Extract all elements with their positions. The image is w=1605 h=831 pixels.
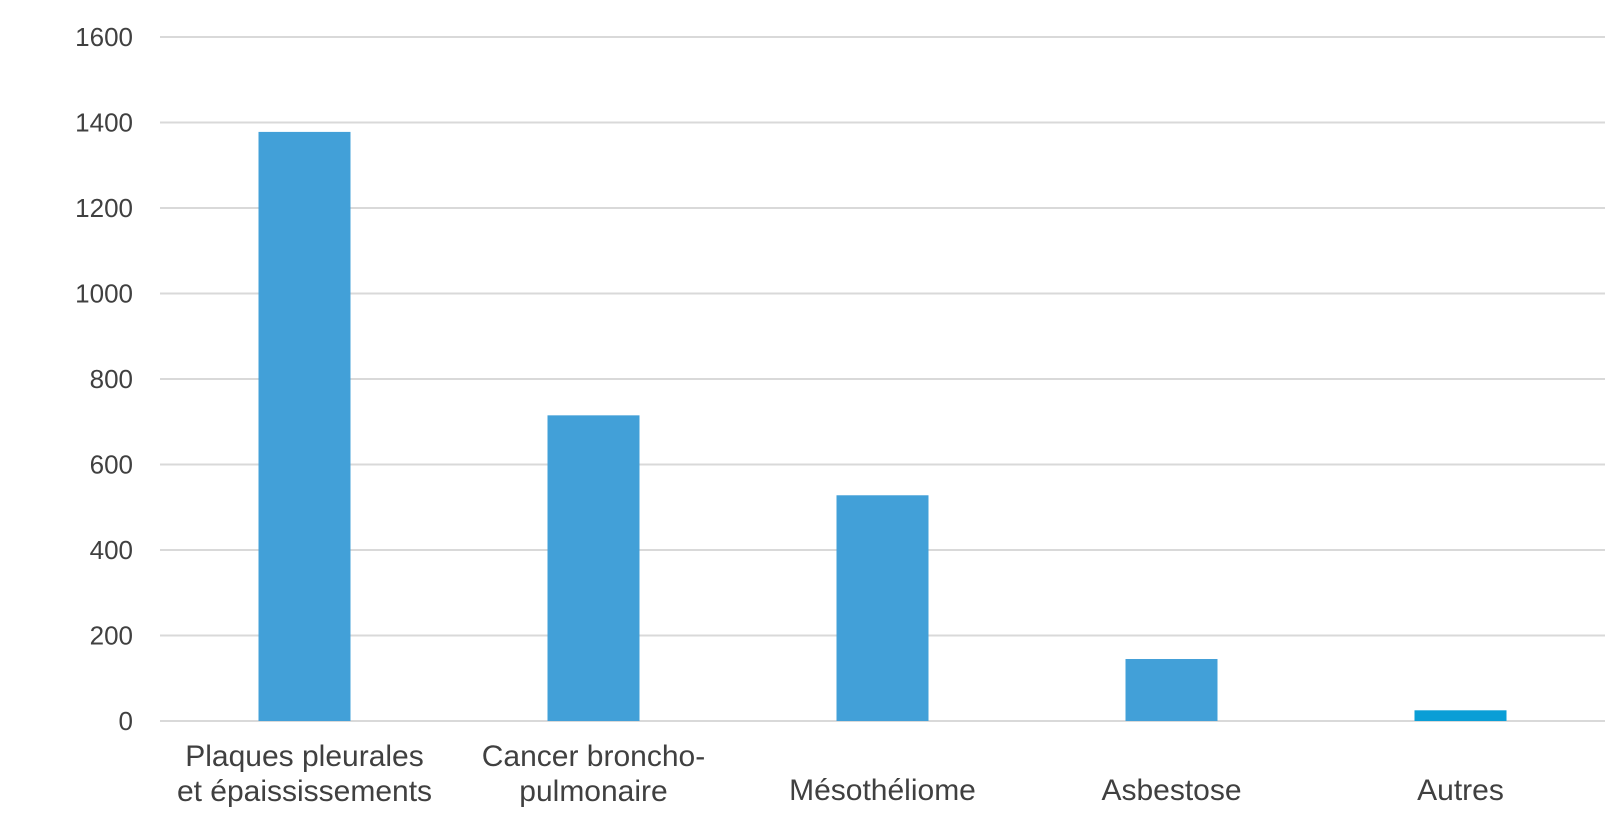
- y-tick-label: 0: [119, 706, 133, 736]
- x-category-label: Asbestose: [1101, 774, 1241, 807]
- bar: [836, 495, 929, 721]
- bar: [1414, 710, 1507, 721]
- x-category-label: Autres: [1417, 774, 1504, 807]
- y-tick-label: 600: [90, 450, 133, 480]
- x-category-label: Plaques pleurales: [185, 740, 424, 773]
- bar: [1125, 659, 1218, 721]
- y-tick-label: 1000: [75, 279, 133, 309]
- x-category-label: Mésothéliome: [789, 774, 976, 807]
- y-tick-label: 1600: [75, 22, 133, 52]
- y-axis-tick-labels: 0 200 400 600 800 1000 1200 1400 1600: [75, 22, 133, 736]
- y-tick-label: 800: [90, 364, 133, 394]
- y-tick-label: 200: [90, 621, 133, 651]
- x-category-label: Cancer broncho-: [482, 740, 705, 773]
- y-tick-label: 400: [90, 535, 133, 565]
- y-tick-label: 1400: [75, 108, 133, 138]
- bar: [547, 415, 640, 721]
- bar: [258, 131, 351, 721]
- bars: [258, 131, 1507, 721]
- y-tick-label: 1200: [75, 193, 133, 223]
- x-category-label: pulmonaire: [519, 775, 667, 808]
- gridlines: [160, 36, 1605, 722]
- x-category-label: et épaississements: [177, 775, 432, 808]
